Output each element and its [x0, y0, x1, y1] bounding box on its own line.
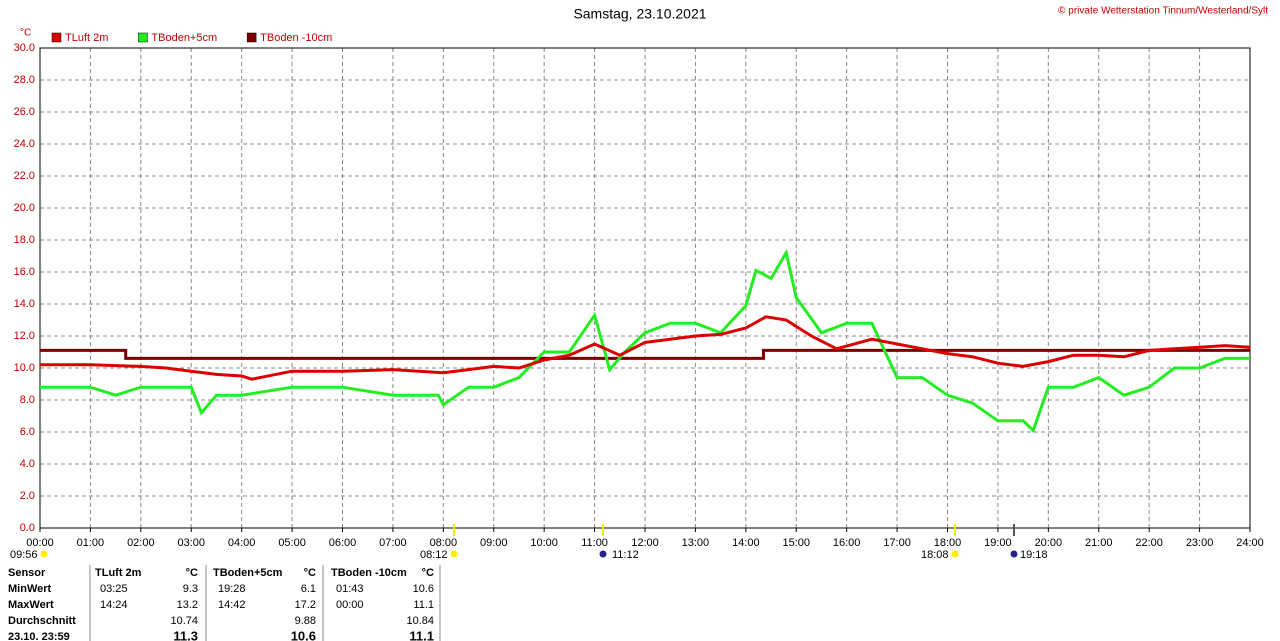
table-value: 11.1 — [413, 599, 434, 611]
table-row-label: 23.10. 23:59 — [8, 631, 70, 641]
event-label: 19:18 — [1020, 549, 1048, 561]
event-icon — [1010, 550, 1018, 558]
table-row-label: Durchschnitt — [8, 615, 76, 627]
x-tick-label: 06:00 — [329, 537, 357, 549]
legend-swatch — [138, 32, 148, 43]
x-tick-label: 14:00 — [732, 537, 760, 549]
legend-label: TBoden -10cm — [260, 32, 332, 44]
table-row-label: MinWert — [8, 583, 52, 595]
x-tick-label: 04:00 — [228, 537, 256, 549]
table-value: 17.2 — [295, 599, 316, 611]
y-tick-label: 18.0 — [14, 234, 35, 246]
x-tick-label: 03:00 — [177, 537, 205, 549]
x-tick-label: 15:00 — [782, 537, 810, 549]
x-tick-label: 00:00 — [26, 537, 54, 549]
y-tick-label: 20.0 — [14, 202, 35, 214]
table-value: 10.6 — [413, 583, 434, 595]
x-tick-label: 09:00 — [480, 537, 508, 549]
event-label: 11:12 — [612, 549, 639, 561]
legend-swatch — [246, 32, 257, 43]
table-value: 10.74 — [170, 615, 198, 627]
x-tick-label: 21:00 — [1085, 537, 1113, 549]
x-tick-label: 12:00 — [631, 537, 659, 549]
table-time: 14:24 — [100, 599, 128, 611]
y-tick-label: 28.0 — [14, 74, 35, 86]
y-tick-label: 0.0 — [20, 522, 35, 534]
x-tick-label: 08:00 — [430, 537, 458, 549]
x-tick-label: 05:00 — [278, 537, 306, 549]
series-line — [40, 248, 1250, 434]
event-label: 18:08 — [921, 549, 949, 561]
x-tick-label: 20:00 — [1035, 537, 1063, 549]
y-tick-label: 6.0 — [20, 426, 35, 438]
y-unit: °C — [20, 28, 31, 39]
table-header: TBoden+5cm — [213, 567, 283, 579]
x-tick-label: 24:00 — [1236, 537, 1264, 549]
table-header: °C — [422, 567, 434, 579]
x-tick-label: 16:00 — [833, 537, 861, 549]
series-line — [40, 348, 1250, 360]
table-value: 10.6 — [291, 628, 316, 641]
table-value: 6.1 — [301, 583, 316, 595]
event-icon — [40, 550, 48, 558]
y-tick-label: 8.0 — [20, 394, 35, 406]
x-tick-label: 07:00 — [379, 537, 407, 549]
y-tick-label: 4.0 — [20, 458, 35, 470]
table-time: 01:43 — [336, 583, 364, 595]
table-header: °C — [186, 567, 198, 579]
table-value: 9.3 — [183, 583, 198, 595]
legend-label: TBoden+5cm — [151, 32, 217, 44]
table-value: 10.84 — [406, 615, 434, 627]
legend-swatch — [51, 32, 62, 43]
table-time: 19:28 — [218, 583, 246, 595]
legend-label: TLuft 2m — [65, 32, 108, 44]
table-value: 13.2 — [177, 599, 198, 611]
y-tick-label: 22.0 — [14, 170, 35, 182]
x-tick-label: 13:00 — [682, 537, 710, 549]
y-tick-label: 30.0 — [14, 42, 35, 54]
y-tick-label: 14.0 — [14, 298, 35, 310]
table-header: °C — [304, 567, 316, 579]
table-time: 00:00 — [336, 599, 364, 611]
y-tick-label: 16.0 — [14, 266, 35, 278]
table-value: 11.1 — [409, 628, 434, 641]
table-header: TLuft 2m — [95, 567, 142, 579]
y-tick-label: 12.0 — [14, 330, 35, 342]
table-time: 03:25 — [100, 583, 128, 595]
x-tick-label: 17:00 — [883, 537, 911, 549]
series-line — [40, 315, 1251, 381]
table-row-label: MaxWert — [8, 599, 54, 611]
event-icon — [599, 550, 607, 558]
table-header: Sensor — [8, 567, 46, 579]
event-icon — [951, 550, 959, 558]
credit: © private Wetterstation Tinnum/Westerlan… — [1058, 6, 1268, 17]
chart-title: Samstag, 23.10.2021 — [573, 6, 706, 22]
x-tick-label: 19:00 — [984, 537, 1012, 549]
table-value: 11.3 — [173, 628, 198, 641]
event-icon — [450, 550, 458, 558]
y-tick-label: 10.0 — [14, 362, 35, 374]
event-label: 09:56 — [10, 549, 38, 561]
x-tick-label: 23:00 — [1186, 537, 1214, 549]
y-tick-label: 26.0 — [14, 106, 35, 118]
x-tick-label: 02:00 — [127, 537, 155, 549]
plot-frame — [39, 47, 1251, 529]
y-tick-label: 24.0 — [14, 138, 35, 150]
event-label: 08:12 — [420, 549, 448, 561]
x-tick-label: 18:00 — [934, 537, 962, 549]
table-time: 14:42 — [218, 599, 246, 611]
table-header: TBoden -10cm — [331, 567, 407, 579]
x-tick-label: 01:00 — [77, 537, 105, 549]
x-tick-label: 22:00 — [1135, 537, 1163, 549]
table-value: 9.88 — [295, 615, 316, 627]
x-tick-label: 10:00 — [530, 537, 558, 549]
y-tick-label: 2.0 — [20, 490, 35, 502]
x-tick-label: 11:00 — [581, 537, 608, 549]
